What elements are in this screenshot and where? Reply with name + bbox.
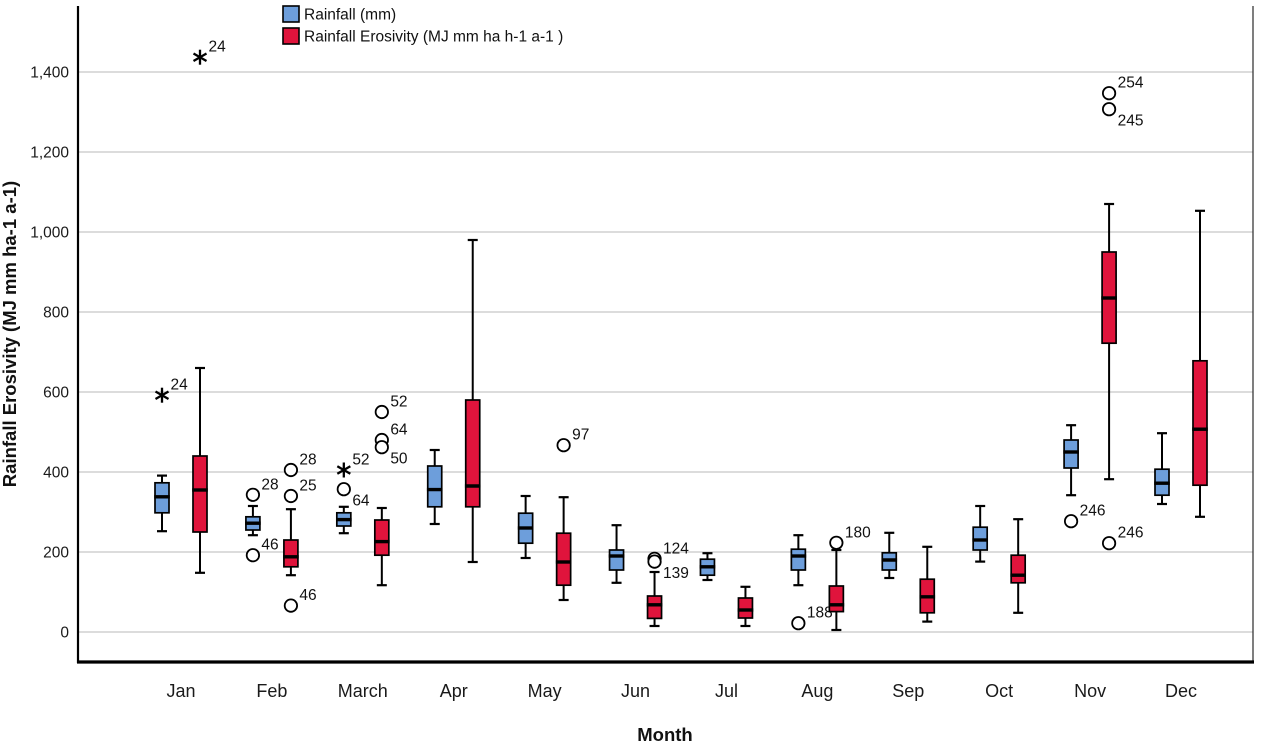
box-rainfall-nov	[1063, 439, 1079, 469]
outlier-circle	[791, 616, 806, 631]
y-axis-title: Rainfall Erosivity (MJ mm ha-1 a-1)	[0, 181, 20, 487]
plot-area: 0 200 400 600 800 1,000 1,200 1,400 Jan Feb March A…	[30, 6, 1254, 701]
y-tick-label: 400	[43, 465, 69, 482]
outlier-circle	[374, 440, 389, 455]
outlier-label-246: 246	[1118, 525, 1144, 542]
box-rainfall-jun	[608, 549, 625, 571]
box-erosivity-jun	[646, 595, 663, 620]
legend: Rainfall (mm) Rainfall Erosivity (MJ mm …	[282, 5, 563, 46]
x-tick-label-nov: Nov	[1074, 681, 1106, 701]
outlier-label-25: 25	[299, 478, 316, 495]
outlier-circle	[283, 488, 299, 504]
box-erosivity-jul	[737, 597, 754, 619]
outlier-circle	[245, 487, 261, 502]
x-tick-label-sep: Sep	[892, 681, 924, 701]
box-erosivity-jan	[192, 455, 208, 533]
box-erosivity-apr	[464, 399, 481, 508]
y-tick-label: 800	[43, 305, 69, 322]
x-tick-label-may: May	[528, 681, 562, 701]
outlier-circle	[556, 438, 571, 453]
x-tick-label-jul: Jul	[715, 681, 738, 701]
x-tick-label-jun: Jun	[621, 681, 650, 701]
outlier-circle	[1101, 536, 1117, 551]
outlier-label-28: 28	[299, 452, 316, 469]
outlier-circle	[283, 598, 299, 613]
outlier-label-139: 139	[663, 565, 689, 582]
x-tick-label-jan: Jan	[166, 681, 195, 701]
outlier-circle	[829, 535, 844, 550]
outlier-label-24: 24	[209, 39, 227, 56]
outlier-label-52: 52	[352, 452, 369, 469]
y-tick-label: 1,000	[30, 225, 69, 242]
outlier-label-254: 254	[1118, 75, 1144, 92]
y-tick-label: 1,400	[30, 65, 69, 82]
extreme-star-icon	[336, 465, 351, 475]
x-tick-label-march: March	[338, 681, 388, 701]
legend-swatch-rainfall-icon	[282, 5, 300, 23]
box-rainfall-aug	[790, 548, 807, 571]
outlier-label-245: 245	[1118, 113, 1144, 130]
extreme-star-icon	[154, 390, 170, 400]
outlier-label-64: 64	[352, 493, 370, 510]
outlier-label-180: 180	[845, 524, 871, 541]
box-erosivity-dec	[1192, 359, 1208, 487]
box-erosivity-march	[373, 519, 390, 557]
x-tick-label-oct: Oct	[985, 681, 1013, 701]
outlier-circle	[336, 482, 351, 497]
y-tick-label: 0	[60, 625, 69, 642]
box-rainfall-apr	[426, 465, 443, 508]
outlier-label-50: 50	[390, 451, 408, 468]
x-tick-label-apr: Apr	[440, 681, 468, 701]
x-tick-label-aug: Aug	[801, 681, 833, 701]
outlier-circle	[1101, 102, 1117, 117]
outlier-circle	[1063, 514, 1079, 529]
outlier-label-52: 52	[390, 394, 407, 411]
outlier-label-97: 97	[572, 427, 589, 444]
x-axis-title: Month	[637, 724, 692, 745]
extreme-star-icon	[192, 52, 208, 62]
outlier-circle	[283, 462, 299, 478]
box-erosivity-feb	[283, 539, 299, 568]
outlier-label-246: 246	[1080, 503, 1106, 520]
outlier-circle	[374, 404, 389, 420]
outlier-label-24: 24	[171, 377, 189, 394]
box-erosivity-may	[555, 532, 572, 587]
x-tick-label-feb: Feb	[256, 681, 287, 701]
outlier-label-46: 46	[299, 587, 316, 604]
outlier-circle	[1101, 86, 1117, 101]
outlier-label-28: 28	[261, 476, 278, 493]
y-tick-label: 1,200	[30, 145, 69, 162]
outlier-circle	[647, 554, 662, 569]
outlier-circle	[245, 548, 261, 563]
box-erosivity-oct	[1010, 554, 1027, 584]
x-tick-label-dec: Dec	[1165, 681, 1197, 701]
outlier-label-124: 124	[663, 540, 689, 557]
legend-swatch-erosivity-icon	[282, 27, 300, 45]
legend-label-erosivity: Rainfall Erosivity (MJ mm ha h-1 a-1 )	[304, 29, 563, 46]
outlier-label-188: 188	[807, 605, 833, 622]
y-tick-label: 600	[43, 385, 69, 402]
y-tick-label: 200	[43, 545, 69, 562]
outlier-label-64: 64	[390, 422, 408, 439]
outlier-label-46: 46	[261, 537, 278, 554]
legend-label-rainfall: Rainfall (mm)	[304, 7, 396, 24]
box-erosivity-aug	[828, 585, 845, 613]
